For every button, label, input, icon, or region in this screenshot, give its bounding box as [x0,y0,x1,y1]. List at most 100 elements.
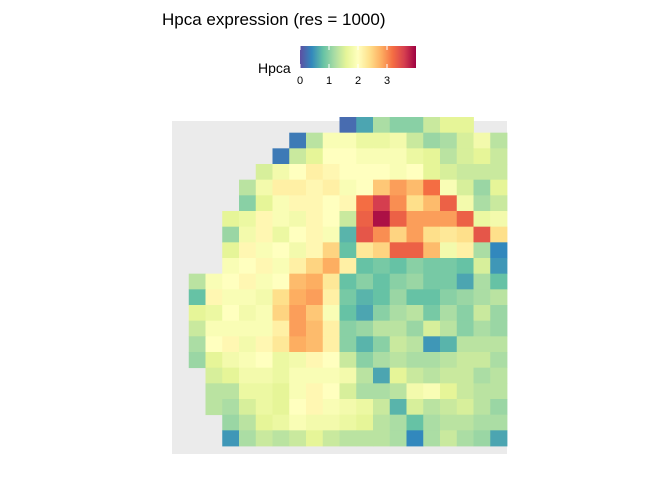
heatmap-cell [389,336,407,353]
heatmap-cell [188,289,206,306]
heatmap-cell [356,414,374,431]
heatmap-cell [456,305,474,322]
heatmap-cell [356,242,374,259]
heatmap-cell [272,352,290,369]
heatmap-cell [356,195,374,212]
heatmap-cell [490,195,508,212]
heatmap-cell [255,226,273,243]
heatmap-cell [389,289,407,306]
heatmap-cell [423,383,441,400]
heatmap-cell [423,430,441,447]
legend-title: Hpca [258,60,291,76]
heatmap-cell [205,367,223,384]
heatmap-cell [406,258,424,275]
heatmap-cell [473,211,491,228]
heatmap-cell [373,305,391,322]
heatmap-cell [423,132,441,149]
heatmap-cell [272,179,290,196]
color-legend: 0 1 2 3 [297,46,416,87]
heatmap-cell [373,352,391,369]
heatmap-cell [289,195,307,212]
heatmap-cell [373,211,391,228]
heatmap-cell [456,430,474,447]
heatmap-cell [339,258,357,275]
heatmap-cell [440,414,458,431]
heatmap-cell [322,132,340,149]
heatmap-cell [306,305,324,322]
heatmap-cell [272,305,290,322]
heatmap-cell [289,320,307,337]
heatmap-cell [272,430,290,447]
heatmap-cell [440,132,458,149]
heatmap-cell [272,273,290,290]
heatmap-cell [389,414,407,431]
heatmap-cell [322,258,340,275]
heatmap-cell [406,367,424,384]
heatmap-cell [440,195,458,212]
heatmap-cell [440,352,458,369]
heatmap-cell [456,226,474,243]
heatmap-cell [456,132,474,149]
heatmap-cell [339,179,357,196]
heatmap-cell [239,179,257,196]
heatmap-cell [389,242,407,259]
heatmap-cell [456,414,474,431]
heatmap-cell [239,273,257,290]
heatmap-cell [406,414,424,431]
heatmap-cell [222,320,240,337]
heatmap-cell [356,352,374,369]
heatmap-cell [322,367,340,384]
heatmap-cell [255,399,273,416]
heatmap-cell [456,211,474,228]
heatmap-cell [339,195,357,212]
heatmap-cell [322,226,340,243]
heatmap-cell [373,164,391,181]
heatmap-cell [389,148,407,165]
heatmap-cell [423,242,441,259]
heatmap-cell [339,399,357,416]
heatmap-cell [222,211,240,228]
heatmap-cell [356,226,374,243]
heatmap-cell [373,242,391,259]
heatmap-cell [255,336,273,353]
heatmap-cell [373,336,391,353]
heatmap-cell [322,430,340,447]
heatmap-cell [356,305,374,322]
heatmap-cell [356,164,374,181]
heatmap-cell [389,273,407,290]
heatmap-cell [456,179,474,196]
heatmap-cell [456,258,474,275]
heatmap-cell [373,226,391,243]
heatmap-cell [255,414,273,431]
heatmap-cell [272,258,290,275]
heatmap-cell [356,289,374,306]
heatmap-cell [289,211,307,228]
heatmap-cell [289,242,307,259]
heatmap-cell [222,226,240,243]
heatmap-cell [339,352,357,369]
heatmap-cell [289,430,307,447]
heatmap-cell [222,352,240,369]
heatmap-cell [339,289,357,306]
heatmap-cell [306,211,324,228]
heatmap-cell [205,305,223,322]
heatmap-cell [406,242,424,259]
heatmap-cell [440,320,458,337]
chart-title: Hpca expression (res = 1000) [162,10,386,29]
heatmap-cell [239,289,257,306]
heatmap-cell [289,399,307,416]
heatmap-cell [473,148,491,165]
heatmap-cell [473,336,491,353]
heatmap-cell [356,336,374,353]
heatmap-cell [406,273,424,290]
legend-tick-label: 3 [384,75,390,87]
heatmap-cell [389,367,407,384]
heatmap-cell [440,289,458,306]
heatmap-cell [423,336,441,353]
heatmap-cell [306,383,324,400]
heatmap-cell [239,211,257,228]
heatmap-cell [389,383,407,400]
heatmap-cell [423,414,441,431]
heatmap-cell [440,258,458,275]
heatmap-cell [272,211,290,228]
